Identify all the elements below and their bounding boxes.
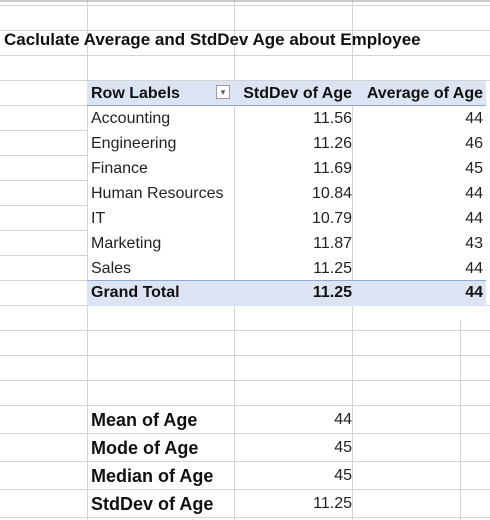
pivot-row-average[interactable]: 44 [465, 185, 483, 202]
stat-value[interactable]: 11.25 [313, 495, 352, 512]
grand-total-average[interactable]: 44 [465, 284, 483, 301]
stat-value[interactable]: 45 [334, 439, 352, 456]
pivot-row-stddev[interactable]: 11.69 [313, 160, 352, 177]
pivot-row-stddev[interactable]: 10.79 [311, 210, 352, 227]
pivot-row-stddev[interactable]: 10.84 [311, 185, 352, 202]
pivot-row-average[interactable]: 43 [465, 235, 483, 252]
stat-label[interactable]: StdDev of Age [91, 494, 214, 514]
sheet-title[interactable]: Caclulate Average and StdDev Age about E… [4, 30, 421, 49]
grand-total-row [87, 280, 486, 306]
pivot-row-label[interactable]: Human Resources [91, 185, 224, 202]
pivot-row-stddev[interactable]: 11.87 [313, 235, 352, 252]
pivot-row-label[interactable]: Sales [91, 260, 132, 277]
pivot-row-stddev[interactable]: 11.56 [313, 110, 352, 127]
pivot-row-label[interactable]: Engineering [91, 135, 177, 152]
pivot-row-stddev[interactable]: 11.26 [313, 135, 352, 152]
pivot-row-average[interactable]: 45 [465, 160, 483, 177]
pivot-row-average[interactable]: 44 [465, 210, 483, 227]
stat-value[interactable]: 45 [334, 467, 352, 484]
dropdown-arrow-icon[interactable]: ▾ [216, 85, 230, 99]
pivot-row-label[interactable]: IT [91, 210, 106, 227]
stat-label[interactable]: Mode of Age [91, 438, 199, 458]
average-header[interactable]: Average of Age [366, 85, 483, 102]
pivot-header-row [87, 81, 486, 106]
stddev-header[interactable]: StdDev of Age [243, 85, 352, 102]
pivot-row-label[interactable]: Marketing [91, 235, 162, 252]
row-labels-header[interactable]: Row Labels [91, 85, 180, 102]
pivot-row-stddev[interactable]: 11.25 [313, 260, 352, 277]
grand-total-label[interactable]: Grand Total [91, 284, 180, 301]
stat-value[interactable]: 44 [334, 411, 352, 428]
pivot-row-label[interactable]: Accounting [91, 110, 171, 127]
pivot-row-average[interactable]: 44 [465, 110, 483, 127]
grand-total-stddev[interactable]: 11.25 [312, 284, 352, 301]
stat-label[interactable]: Mean of Age [91, 410, 198, 430]
pivot-row-average[interactable]: 46 [465, 135, 483, 152]
stat-label[interactable]: Median of Age [91, 466, 214, 486]
pivot-row-average[interactable]: 44 [465, 260, 483, 277]
pivot-row-label[interactable]: Finance [91, 160, 148, 177]
